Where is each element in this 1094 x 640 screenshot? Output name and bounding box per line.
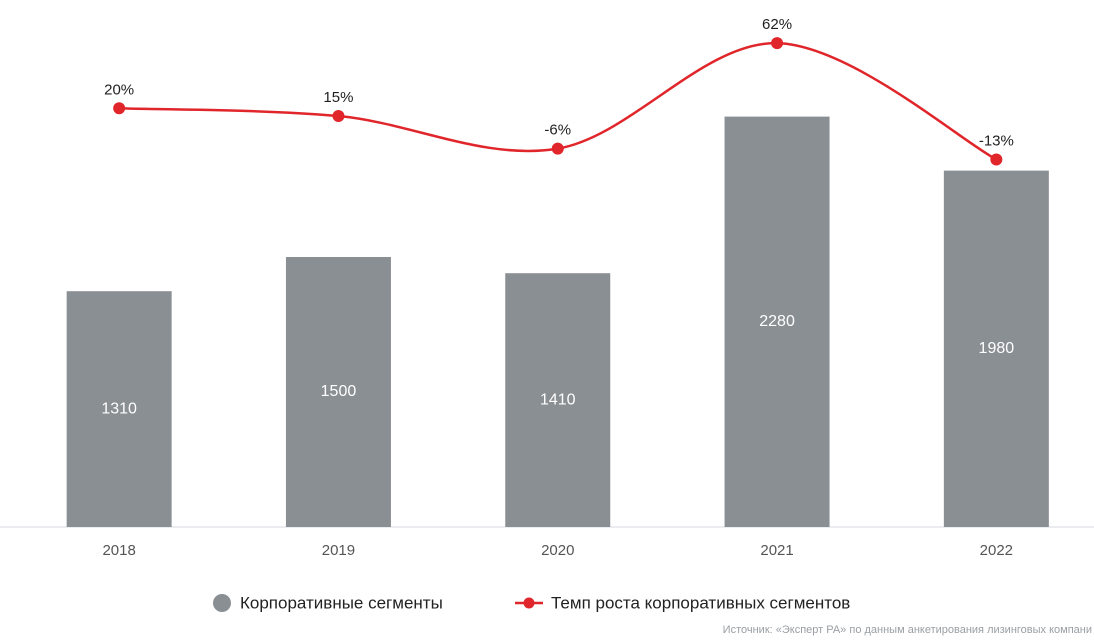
- legend-label: Корпоративные сегменты: [240, 593, 443, 612]
- legend-label: Темп роста корпоративных сегментов: [551, 593, 850, 612]
- x-tick-label: 2018: [102, 542, 135, 559]
- line-point: [771, 37, 784, 50]
- legend-swatch: [213, 594, 231, 612]
- bar-value-label: 1310: [101, 400, 137, 417]
- source: Источник: «Эксперт РА» по данным анкетир…: [723, 624, 1092, 636]
- line-point: [990, 153, 1003, 166]
- bar-value-label: 1410: [540, 391, 576, 408]
- line-value-label: 15%: [323, 89, 353, 106]
- line-point: [332, 110, 345, 123]
- bar-value-label: 1500: [321, 383, 357, 400]
- bar: [66, 291, 172, 527]
- x-tick-label: 2020: [541, 542, 574, 559]
- line-point: [551, 142, 564, 155]
- bar-value-label: 2280: [759, 313, 795, 330]
- x-tick-label: 2021: [760, 542, 793, 559]
- x-tick-label: 2022: [980, 542, 1013, 559]
- bar: [943, 170, 1049, 527]
- bar: [285, 257, 391, 527]
- bar: [505, 273, 611, 527]
- bar-value-label: 1980: [979, 340, 1015, 357]
- line-value-label: 62%: [762, 16, 792, 33]
- legend-swatch: [523, 597, 535, 609]
- bar: [724, 116, 830, 527]
- x-tick-label: 2019: [322, 542, 355, 559]
- line-value-label: 20%: [104, 81, 134, 98]
- line-value-label: -13%: [979, 132, 1014, 149]
- line: [119, 41, 997, 161]
- line-point: [113, 102, 126, 115]
- line-value-label: -6%: [544, 122, 571, 139]
